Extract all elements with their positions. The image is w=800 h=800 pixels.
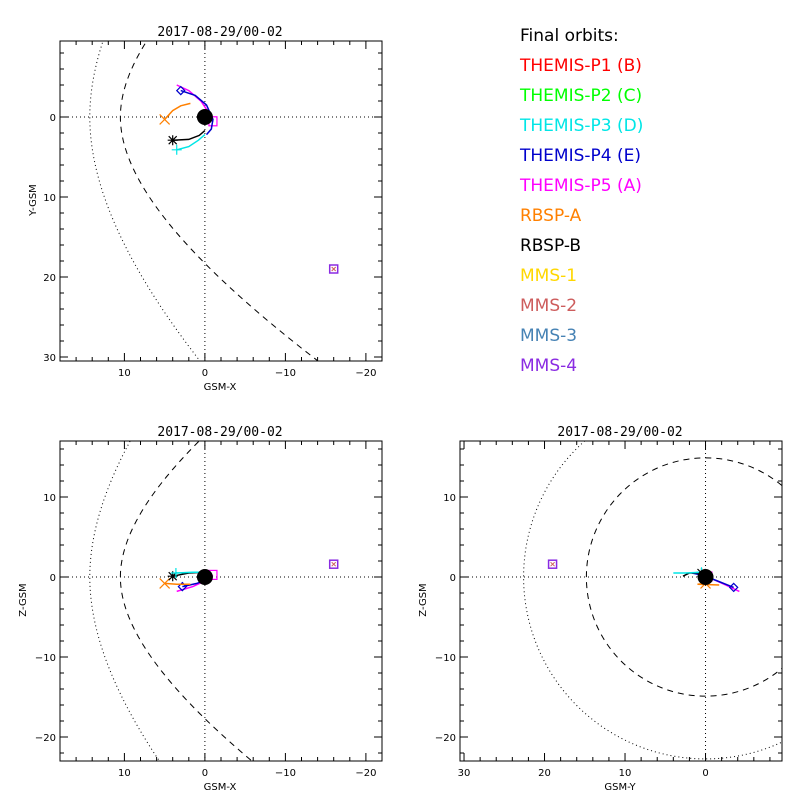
x-tick-label: 10	[118, 368, 131, 379]
bow-shock-boundary	[89, 441, 160, 761]
diamond-marker	[177, 581, 188, 592]
legend-entry: RBSP-B	[520, 236, 581, 256]
plot-frame	[459, 440, 783, 762]
plot-area	[60, 41, 382, 361]
bow-shock-boundary	[523, 441, 782, 760]
x-tick-label: −10	[275, 768, 296, 779]
x-tick-label: −10	[275, 368, 296, 379]
asterisk-marker	[167, 571, 178, 582]
plot-area	[60, 441, 382, 761]
panel-title: 2017-08-29/00-02	[157, 425, 282, 440]
y-tick-label: 20	[43, 273, 56, 284]
legend-entry: THEMIS-P2 (C)	[519, 86, 642, 106]
y-axis-label: Z-GSM	[418, 583, 429, 616]
y-tick-label: −20	[435, 733, 456, 744]
y-tick-label: 0	[50, 113, 56, 124]
x-tick-label: 10	[619, 768, 632, 779]
magnetopause-boundary	[119, 441, 253, 761]
y-tick-label: 30	[43, 353, 56, 364]
x-axis-label: GSM-X	[204, 782, 237, 793]
magnetopause-boundary	[119, 41, 319, 361]
x-marker	[159, 113, 171, 125]
y-tick-label: 10	[43, 193, 56, 204]
panel-xy-plane: 2017-08-29/00-02 GSM-X Y-GSM 10 0 −10 −20 0 1…	[28, 25, 383, 393]
orbit-path	[172, 130, 206, 141]
legend-entry: MMS-3	[520, 326, 577, 346]
legend-title: Final orbits:	[520, 26, 619, 46]
orbit-path	[176, 134, 206, 151]
legend-entry: THEMIS-P4 (E)	[519, 146, 641, 166]
diamond-marker	[728, 582, 739, 593]
mms-cluster-glyph	[331, 266, 337, 272]
bow-shock-boundary	[89, 41, 201, 361]
y-tick-label: −10	[35, 653, 56, 664]
asterisk-marker	[167, 135, 178, 146]
legend-entry: RBSP-A	[520, 206, 582, 226]
mms-cluster-glyph	[331, 561, 337, 567]
x-marker	[159, 577, 171, 589]
legend-entry: MMS-1	[520, 266, 577, 286]
magnetopause-boundary	[585, 457, 782, 697]
y-tick-label: −10	[435, 653, 456, 664]
plus-marker	[171, 144, 182, 155]
legend-entry: MMS-4	[520, 356, 577, 376]
x-tick-label: 10	[118, 768, 131, 779]
x-tick-label: 0	[202, 368, 208, 379]
orbit-path	[164, 582, 191, 585]
x-axis-label: GSM-Y	[604, 782, 636, 793]
y-tick-label: 10	[43, 493, 56, 504]
earth-icon	[697, 569, 714, 585]
diamond-marker	[175, 85, 186, 96]
x-tick-label: −20	[355, 368, 376, 379]
y-tick-label: 10	[443, 493, 456, 504]
x-tick-label: −20	[355, 768, 376, 779]
y-tick-label: −20	[35, 733, 56, 744]
mms-cluster-glyph	[550, 561, 555, 567]
earth-icon	[196, 109, 213, 125]
y-tick-label: 0	[450, 573, 456, 584]
x-tick-label: 30	[458, 768, 471, 779]
x-tick-label: 0	[202, 768, 208, 779]
y-axis-label: Z-GSM	[18, 583, 29, 616]
plus-marker	[170, 568, 181, 578]
panel-title: 2017-08-29/00-02	[157, 25, 282, 40]
panel-title: 2017-08-29/00-02	[557, 425, 682, 440]
legend-entry: THEMIS-P3 (D)	[519, 116, 643, 136]
x-tick-label: 20	[538, 768, 551, 779]
panel-yz-plane: 2017-08-29/00-02 GSM-Y Z-GSM 30 20 10 0 10 0 −…	[418, 425, 783, 793]
earth-icon	[196, 569, 213, 585]
y-axis-label: Y-GSM	[28, 184, 39, 217]
legend-entry: THEMIS-P1 (B)	[519, 56, 642, 76]
plot-frame	[59, 40, 383, 362]
legend-entry: THEMIS-P5 (A)	[519, 176, 642, 196]
x-axis-label: GSM-X	[204, 382, 237, 393]
panel-xz-plane: 2017-08-29/00-02 GSM-X Z-GSM 10 0 −10 −20 10…	[18, 425, 383, 793]
y-tick-label: 0	[50, 573, 56, 584]
orbit-path	[673, 571, 702, 574]
legend: Final orbits: THEMIS-P1 (B) THEMIS-P2 (C)…	[519, 26, 643, 376]
x-tick-label: 0	[702, 768, 708, 779]
plot-area	[460, 441, 782, 761]
legend-entry: MMS-2	[520, 296, 577, 316]
